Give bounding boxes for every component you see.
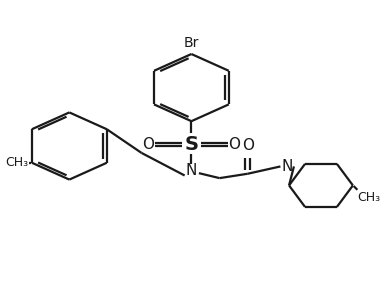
Text: CH₃: CH₃ (5, 156, 28, 169)
Text: Br: Br (184, 36, 199, 50)
Text: CH₃: CH₃ (357, 191, 380, 204)
Text: N: N (281, 159, 293, 174)
Text: O: O (242, 138, 254, 153)
Text: S: S (184, 135, 198, 154)
Text: O: O (229, 137, 241, 152)
Text: N: N (186, 163, 197, 178)
Text: O: O (142, 137, 154, 152)
